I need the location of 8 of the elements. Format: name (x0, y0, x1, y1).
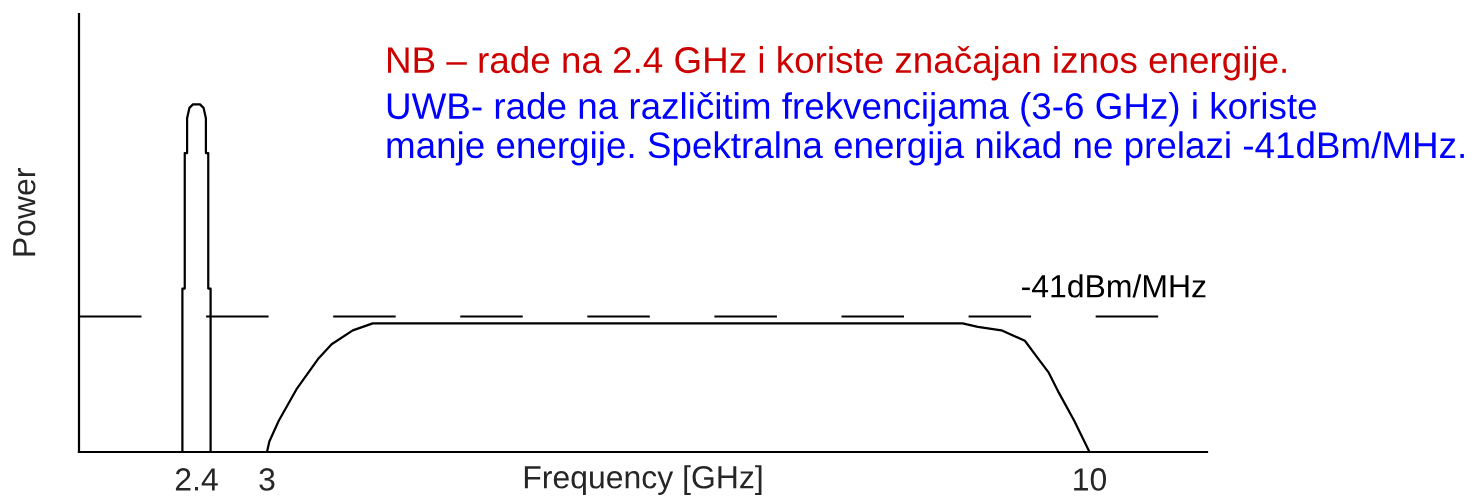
x-axis-title: Frequency [GHz] (524, 465, 762, 495)
ref-line-label: -41dBm/MHz (1022, 274, 1206, 298)
x-tick-label: 2.4 (175, 468, 218, 491)
x-tick-label: 10 (1074, 468, 1107, 491)
x-tick-label: 3 (259, 468, 275, 491)
chart-subtitle: UWB- rade na različitim frekvencijama (3-6 GHz) i koriste manje energije. Spektralna energija nikad ne prelazi -41dBm/MHz. (387, 92, 1464, 166)
chart-title: NB – rade na 2.4 GHz i koriste značajan iznos energije. (388, 46, 1286, 81)
y-axis-title: Power (13, 168, 36, 256)
